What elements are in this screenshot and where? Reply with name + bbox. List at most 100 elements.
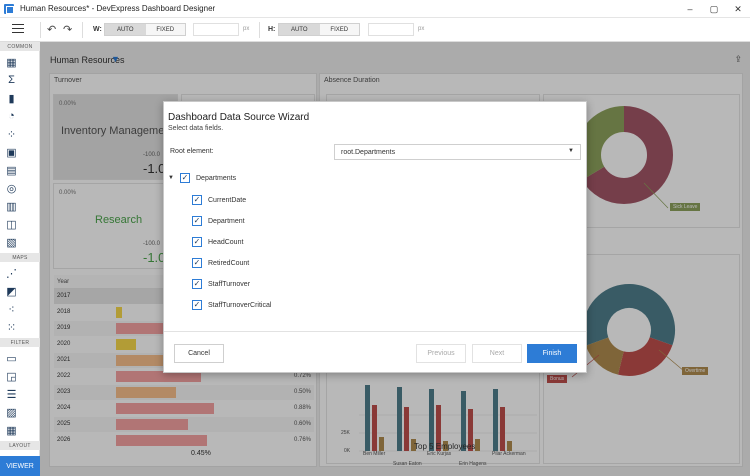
width-fixed-option[interactable]: FIXED	[156, 26, 175, 33]
card-delta: -100.0	[143, 152, 161, 158]
table-row[interactable]: 2025 0.60%	[54, 417, 314, 432]
close-button[interactable]: ✕	[734, 3, 742, 14]
list-box-icon[interactable]: ◲	[6, 370, 17, 383]
field-checkbox[interactable]: ✓	[192, 279, 202, 289]
window-title-bar: Human Resources* - DevExpress Dashboard …	[0, 0, 750, 18]
table-row[interactable]: 2023 0.50%	[54, 385, 314, 400]
row-bar	[116, 355, 188, 366]
choropleth-map-icon[interactable]: ⋰	[6, 267, 17, 280]
tree-node-departments[interactable]: ▼ ✓ Departments	[168, 172, 236, 184]
hamburger-menu-icon[interactable]	[12, 24, 24, 34]
viewer-button[interactable]: VIEWER	[0, 456, 40, 476]
collapse-arrow-icon[interactable]: ▼	[168, 175, 174, 181]
tree-node-field[interactable]: ✓ Department	[192, 215, 245, 227]
treemap-icon[interactable]: ◫	[6, 218, 17, 231]
root-element-value: root.Departments	[341, 148, 396, 156]
row-bar	[116, 419, 188, 430]
legend-bonus: Bonus	[547, 375, 568, 383]
tree-node-field[interactable]: ✓ StaffTurnoverCritical	[192, 299, 271, 311]
sidebar-section-filter: FILTER	[0, 338, 40, 347]
bar-group-2	[397, 387, 416, 451]
absence-pie-top[interactable]: Sick Leave	[543, 94, 740, 228]
field-checkbox[interactable]: ✓	[192, 216, 202, 226]
card-delta: -100.0	[143, 241, 161, 247]
range-filter-icon[interactable]: ▨	[6, 406, 17, 419]
y-tick-0k: 0K	[344, 448, 351, 454]
cancel-button[interactable]: Cancel	[174, 344, 224, 363]
height-input[interactable]	[368, 23, 414, 36]
sidebar-section-layout: LAYOUT	[0, 441, 40, 450]
previous-button[interactable]: Previous	[416, 344, 466, 363]
card-inventory-management[interactable]: 0.00% Inventory Manageme -100.0 -1.0	[53, 94, 178, 180]
date-filter-icon[interactable]: ▦	[6, 424, 17, 437]
gauge-icon[interactable]: ◎	[6, 182, 17, 195]
root-element-select[interactable]: root.Departments ▼	[334, 144, 581, 160]
maximize-button[interactable]: ▢	[709, 3, 719, 14]
field-checkbox[interactable]: ✓	[192, 258, 202, 268]
width-input[interactable]	[193, 23, 239, 36]
scatter-icon[interactable]: ⁘	[6, 128, 17, 141]
tree-node-field[interactable]: ✓ CurrentDate	[192, 194, 246, 206]
field-label: StaffTurnover	[208, 280, 251, 288]
sum-icon[interactable]: Σ	[8, 74, 15, 86]
filter-icon[interactable]: ▼	[111, 54, 120, 64]
minimize-button[interactable]: –	[687, 4, 693, 14]
root-element-label: Root element:	[170, 148, 214, 155]
dialog-title: Dashboard Data Source Wizard	[168, 112, 310, 123]
field-label: Department	[208, 217, 245, 225]
card-research[interactable]: 0.00% Research -100.0 -1.0	[53, 183, 178, 269]
table-icon[interactable]: ▥	[6, 200, 17, 213]
row-value: 0.60%	[293, 421, 311, 427]
height-fixed-option[interactable]: FIXED	[330, 26, 349, 33]
card-percent: 0.00%	[59, 101, 77, 107]
tree-node-field[interactable]: ✓ StaffTurnover	[192, 278, 250, 290]
x-label-eric-kurjas: Eric Kurjas	[427, 451, 452, 457]
x-label-susan-eaton: Susan Eaton	[393, 461, 422, 467]
sidebar-section-common: COMMON	[0, 42, 40, 51]
combo-box-icon[interactable]: ▭	[6, 352, 17, 365]
bar-group-3	[429, 389, 448, 451]
finish-button[interactable]: Finish	[527, 344, 577, 363]
width-auto-option[interactable]: AUTO	[105, 24, 146, 35]
undo-icon[interactable]: ↶	[47, 24, 57, 36]
card-icon[interactable]: ▤	[6, 164, 17, 177]
field-label: StaffTurnoverCritical	[208, 301, 272, 309]
textbox-icon[interactable]: ▧	[6, 236, 17, 249]
table-row[interactable]: 2026 0.76%	[54, 433, 314, 448]
height-unit: px	[418, 26, 425, 32]
pie-chart-icon[interactable]: ◔	[8, 110, 15, 122]
redo-icon[interactable]: ↷	[63, 24, 73, 36]
geo-map-icon[interactable]: ◩	[6, 285, 17, 298]
field-checkbox[interactable]: ✓	[192, 237, 202, 247]
field-checkbox[interactable]: ✓	[192, 195, 202, 205]
bubble-map-icon[interactable]: ⁖	[8, 303, 15, 316]
tree-node-field[interactable]: ✓ HeadCount	[192, 236, 243, 248]
checkbox-departments[interactable]: ✓	[180, 173, 190, 183]
field-checkbox[interactable]: ✓	[192, 300, 202, 310]
tree-node-field[interactable]: ✓ RetiredCount	[192, 257, 249, 269]
dashboard-title: Human Resources	[50, 55, 125, 65]
height-auto-option[interactable]: AUTO	[279, 24, 320, 35]
row-value: 0.76%	[293, 437, 311, 443]
row-bar	[116, 371, 201, 382]
turnover-caption: Turnover	[54, 77, 82, 84]
pie-map-icon[interactable]: ⁙	[6, 321, 17, 334]
next-button[interactable]: Next	[472, 344, 522, 363]
grid-icon[interactable]: ▦	[6, 56, 17, 69]
height-mode-toggle[interactable]: AUTO FIXED	[278, 23, 360, 36]
card-title: Inventory Manageme	[61, 125, 165, 137]
row-bar	[116, 339, 136, 350]
absence-caption: Absence Duration	[324, 77, 380, 84]
app-icon	[4, 3, 14, 14]
employees-chart-title: Top 5 Employees	[414, 442, 476, 451]
donut-chart-top	[575, 106, 673, 209]
bar-chart-icon[interactable]: ▮	[8, 92, 15, 105]
width-mode-toggle[interactable]: AUTO FIXED	[104, 23, 186, 36]
window-title: Human Resources* - DevExpress Dashboard …	[20, 4, 216, 13]
export-icon[interactable]: ⇪	[734, 54, 742, 64]
table-row[interactable]: 2024 0.88%	[54, 401, 314, 416]
tree-view-icon[interactable]: ☰	[6, 388, 17, 401]
bar-group-4	[461, 391, 480, 451]
image-icon[interactable]: ▣	[6, 146, 17, 159]
row-year: 2018	[57, 309, 71, 315]
